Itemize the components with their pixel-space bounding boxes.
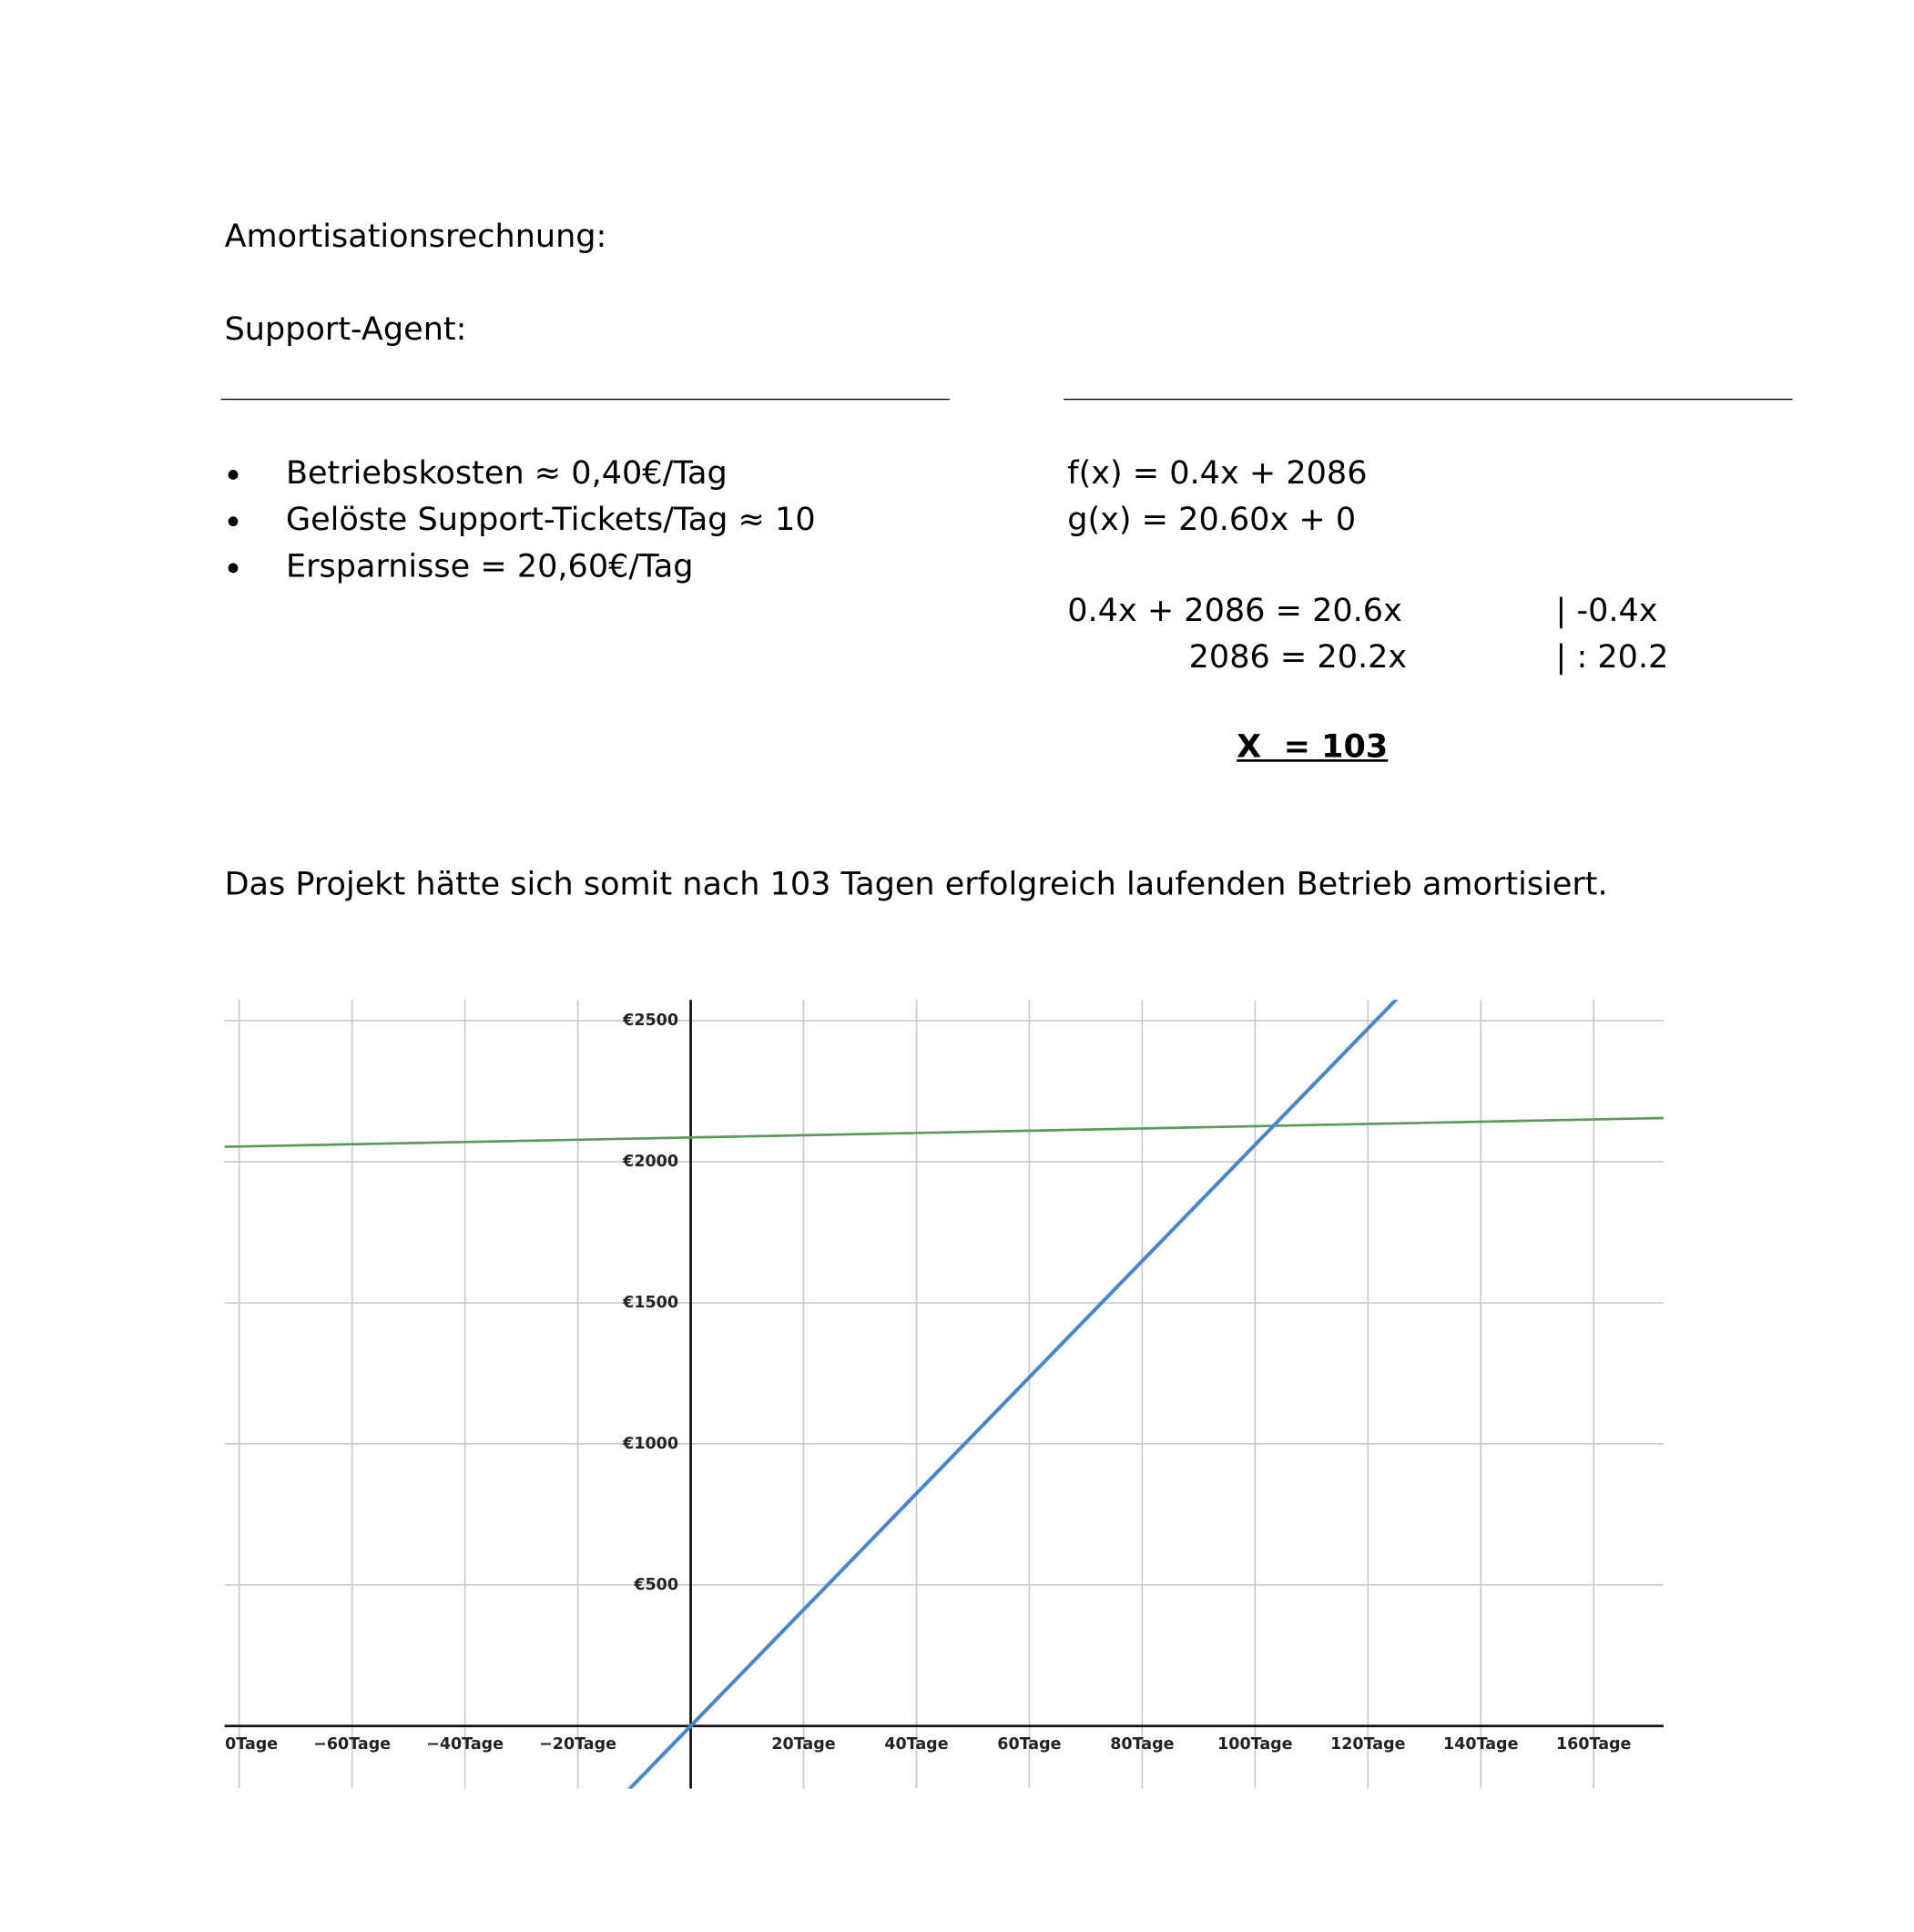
y-tick-label: €500 <box>633 1576 678 1594</box>
x-tick-label: −60Tage <box>313 1735 391 1754</box>
operation: | : 20.2 <box>1555 638 1669 676</box>
bullet-text: Betriebskosten ≈ 0,40€/Tag <box>285 454 728 493</box>
y-tick-label: €2000 <box>622 1153 678 1171</box>
x-tick-label: −20Tage <box>539 1735 616 1754</box>
line <box>224 1116 1665 1148</box>
x-tick-label: 60Tage <box>997 1735 1061 1754</box>
rule <box>1064 398 1793 401</box>
bullet-text: Gelöste Support-Tickets/Tag ≈ 10 <box>285 502 816 539</box>
x-tick-label: −40Tage <box>426 1735 504 1754</box>
x-tick-label: 140Tage <box>1443 1735 1519 1754</box>
y-tick-label: €1000 <box>622 1435 678 1453</box>
equation: 0.4x + 2086 = 20.6x <box>1067 592 1402 630</box>
x-tick-label: 20Tage <box>771 1735 835 1754</box>
y-tick-label: €1500 <box>622 1294 678 1312</box>
conclusion: Das Projekt hätte sich somit nach 103 Ta… <box>224 866 1608 903</box>
equation: 2086 = 20.2x <box>1188 638 1408 676</box>
bullet-text: Ersparnisse = 20,60€/Tag <box>285 548 694 585</box>
x-tick-label: 120Tage <box>1330 1735 1406 1754</box>
x-tick-label: 40Tage <box>884 1735 948 1754</box>
chart: −80Tage −60Tage −40Tage −20Tage 20Tage 40Tage… <box>224 1000 1665 1789</box>
rule <box>220 398 950 401</box>
result: X = 103 <box>1237 728 1389 766</box>
line <box>626 1000 1399 1789</box>
y-tick-label: €2500 <box>622 1012 678 1030</box>
x-tick-label: −80Tage <box>225 1735 279 1754</box>
operation: | -0.4x <box>1555 592 1658 630</box>
equation: g(x) = 20.60x + 0 <box>1067 502 1357 539</box>
bullet <box>228 470 239 480</box>
x-tick-label: 160Tage <box>1556 1735 1632 1754</box>
x-tick-label: 100Tage <box>1217 1735 1293 1754</box>
bullet <box>228 516 239 527</box>
x-tick-label: 80Tage <box>1110 1735 1174 1754</box>
bullet <box>228 563 239 574</box>
subtitle: Support-Agent: <box>224 311 467 349</box>
equation: f(x) = 0.4x + 2086 <box>1067 454 1368 493</box>
title: Amortisationsrechnung: <box>224 218 607 256</box>
